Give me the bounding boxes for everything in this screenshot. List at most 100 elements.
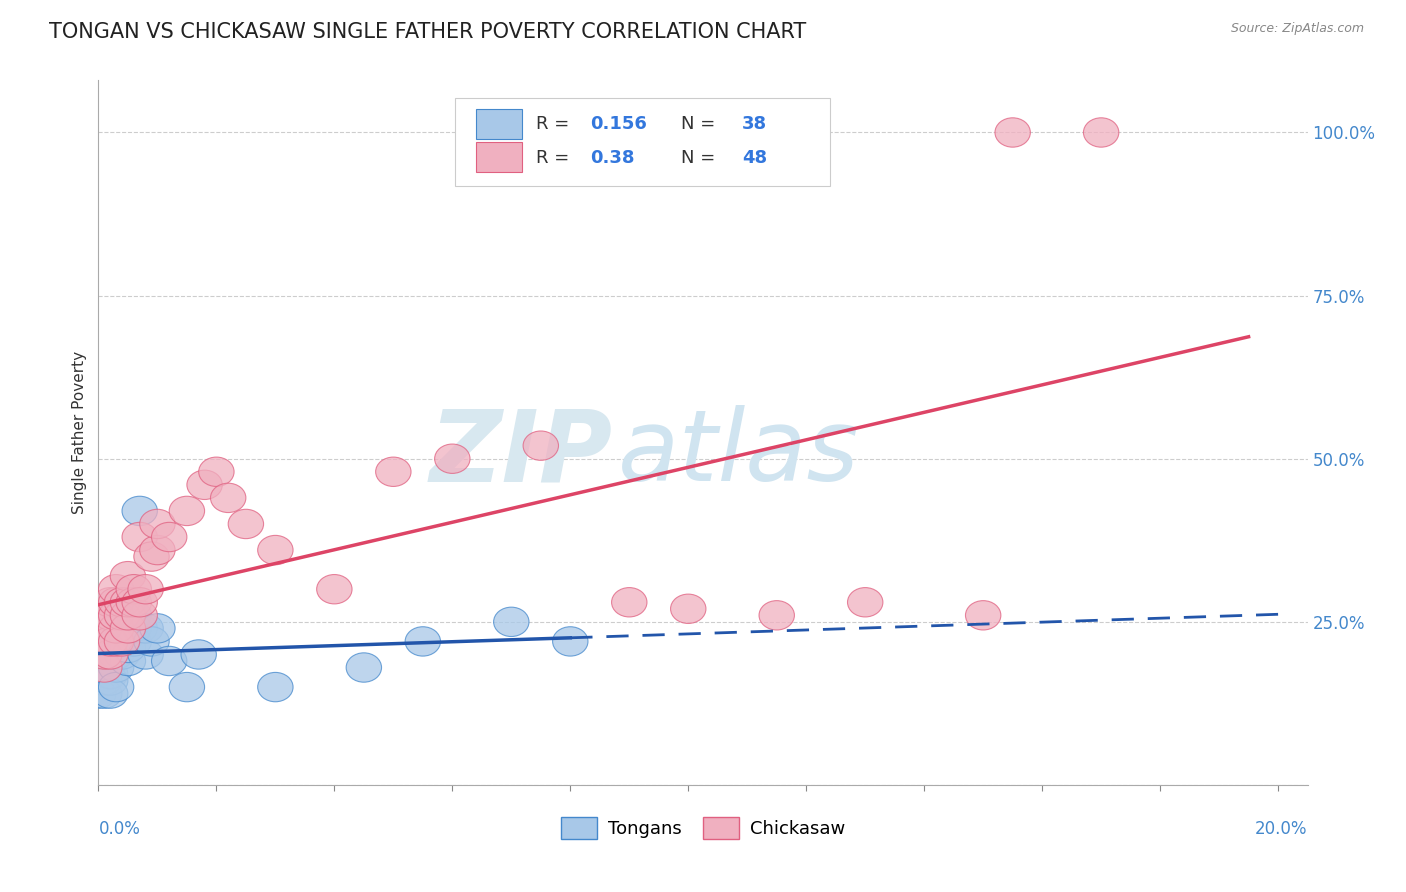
Ellipse shape (848, 588, 883, 617)
Text: N =: N = (682, 115, 721, 133)
Ellipse shape (110, 614, 146, 643)
Ellipse shape (1084, 118, 1119, 147)
Ellipse shape (375, 457, 411, 486)
Ellipse shape (152, 523, 187, 551)
Ellipse shape (122, 588, 157, 617)
Ellipse shape (117, 574, 152, 604)
Ellipse shape (316, 574, 352, 604)
Ellipse shape (93, 633, 128, 663)
Ellipse shape (346, 653, 381, 682)
Ellipse shape (104, 640, 139, 669)
Ellipse shape (104, 600, 139, 630)
Ellipse shape (434, 444, 470, 474)
Ellipse shape (405, 627, 440, 657)
Ellipse shape (257, 673, 292, 702)
Text: 0.38: 0.38 (591, 149, 636, 167)
FancyBboxPatch shape (475, 109, 522, 139)
Text: N =: N = (682, 149, 721, 167)
Text: R =: R = (536, 149, 575, 167)
Ellipse shape (80, 679, 117, 708)
Ellipse shape (87, 627, 122, 657)
Ellipse shape (93, 659, 128, 689)
Text: 20.0%: 20.0% (1256, 821, 1308, 838)
Ellipse shape (87, 614, 122, 643)
Ellipse shape (523, 431, 558, 460)
Ellipse shape (93, 600, 128, 630)
Ellipse shape (98, 653, 134, 682)
Text: 48: 48 (742, 149, 766, 167)
Ellipse shape (117, 627, 152, 657)
Ellipse shape (110, 600, 146, 630)
Ellipse shape (152, 647, 187, 675)
Ellipse shape (93, 679, 128, 708)
Ellipse shape (98, 673, 134, 702)
Text: R =: R = (536, 115, 575, 133)
Ellipse shape (104, 627, 139, 657)
Ellipse shape (87, 679, 122, 708)
Ellipse shape (128, 640, 163, 669)
Ellipse shape (211, 483, 246, 513)
Text: ZIP: ZIP (429, 405, 613, 502)
Ellipse shape (104, 588, 139, 617)
Ellipse shape (198, 457, 233, 486)
Ellipse shape (128, 574, 163, 604)
Ellipse shape (104, 614, 139, 643)
Ellipse shape (110, 620, 146, 649)
Ellipse shape (966, 600, 1001, 630)
Ellipse shape (671, 594, 706, 624)
Text: 38: 38 (742, 115, 766, 133)
Ellipse shape (87, 653, 122, 682)
Ellipse shape (98, 614, 134, 643)
Ellipse shape (169, 673, 205, 702)
Ellipse shape (98, 600, 134, 630)
FancyBboxPatch shape (456, 98, 830, 186)
Ellipse shape (181, 640, 217, 669)
Ellipse shape (93, 666, 128, 695)
Ellipse shape (134, 542, 169, 571)
Ellipse shape (98, 574, 134, 604)
Ellipse shape (169, 496, 205, 525)
Ellipse shape (494, 607, 529, 637)
Ellipse shape (139, 614, 176, 643)
Ellipse shape (612, 588, 647, 617)
Text: Source: ZipAtlas.com: Source: ZipAtlas.com (1230, 22, 1364, 36)
Ellipse shape (110, 647, 146, 675)
Text: 0.0%: 0.0% (98, 821, 141, 838)
Ellipse shape (122, 523, 157, 551)
Ellipse shape (87, 653, 122, 682)
Ellipse shape (553, 627, 588, 657)
Ellipse shape (98, 627, 134, 657)
Ellipse shape (122, 614, 157, 643)
Ellipse shape (110, 561, 146, 591)
Ellipse shape (93, 640, 128, 669)
Ellipse shape (98, 640, 134, 669)
Ellipse shape (87, 600, 122, 630)
Ellipse shape (93, 647, 128, 675)
Legend: Tongans, Chickasaw: Tongans, Chickasaw (554, 810, 852, 847)
Ellipse shape (80, 627, 117, 657)
Ellipse shape (122, 496, 157, 525)
Ellipse shape (139, 535, 176, 565)
Ellipse shape (117, 614, 152, 643)
Ellipse shape (110, 633, 146, 663)
Ellipse shape (128, 614, 163, 643)
Ellipse shape (104, 627, 139, 657)
Ellipse shape (134, 627, 169, 657)
Ellipse shape (93, 627, 128, 657)
Ellipse shape (98, 588, 134, 617)
Ellipse shape (759, 600, 794, 630)
Text: 0.156: 0.156 (591, 115, 647, 133)
Ellipse shape (117, 600, 152, 630)
Text: TONGAN VS CHICKASAW SINGLE FATHER POVERTY CORRELATION CHART: TONGAN VS CHICKASAW SINGLE FATHER POVERT… (49, 22, 807, 42)
Ellipse shape (98, 627, 134, 657)
Ellipse shape (117, 588, 152, 617)
Y-axis label: Single Father Poverty: Single Father Poverty (72, 351, 87, 514)
Ellipse shape (187, 470, 222, 500)
Text: atlas: atlas (619, 405, 860, 502)
Ellipse shape (87, 640, 122, 669)
Ellipse shape (87, 640, 122, 669)
Ellipse shape (139, 509, 176, 539)
Ellipse shape (257, 535, 292, 565)
Ellipse shape (93, 588, 128, 617)
Ellipse shape (995, 118, 1031, 147)
